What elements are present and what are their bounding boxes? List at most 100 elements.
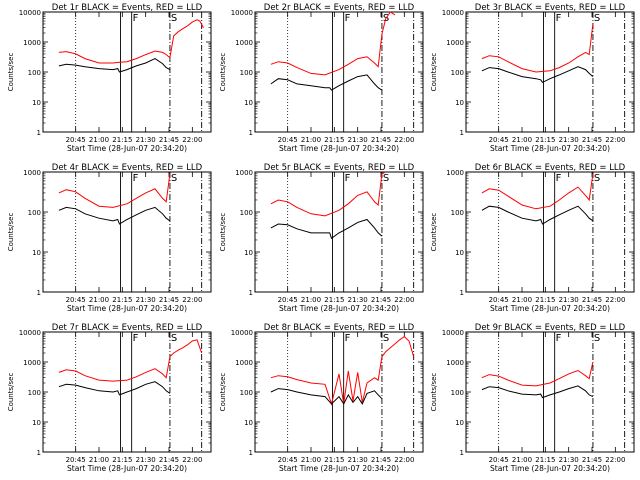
events-series-line: [270, 74, 383, 91]
x-axis-label: Start Time (28-Jun-07 20:34:20): [67, 464, 187, 473]
x-tick-label: 20:45: [278, 136, 298, 144]
x-axis-label: Start Time (28-Jun-07 20:34:20): [67, 144, 187, 153]
x-tick-label: 22:00: [182, 136, 202, 144]
chart-panel-3: Det 3r BLACK = Events, RED = LLD 1 10 100 10…: [430, 3, 635, 153]
chart-title: Det 5r BLACK = Events, RED = LLD: [264, 163, 415, 173]
events-series-line: [58, 58, 171, 73]
events-series-line: [481, 205, 594, 225]
events-series-line: [58, 381, 171, 396]
marker-label-f: F: [556, 333, 562, 344]
x-tick-label: 20:45: [66, 296, 86, 304]
y-tick-label: 1: [37, 449, 41, 457]
chart-title: Det 1r BLACK = Events, RED = LLD: [52, 3, 203, 13]
x-tick-label: 21:45: [159, 136, 179, 144]
y-tick-label: 1: [249, 289, 253, 297]
events-series-line: [270, 218, 383, 240]
lld-series-line: [270, 171, 386, 217]
y-tick-label: 1000: [23, 359, 41, 367]
y-tick-label: 10000: [19, 329, 41, 337]
chart-panel-8: Det 8r BLACK = Events, RED = LLD 1 10 100 10…: [219, 323, 424, 473]
x-tick-label: 21:30: [348, 296, 368, 304]
y-axis-label: Counts/sec: [219, 53, 227, 92]
y-axis-label: Counts/sec: [219, 213, 227, 252]
x-tick-label: 21:30: [559, 296, 579, 304]
x-tick-label: 22:00: [394, 136, 414, 144]
x-tick-label: 21:15: [535, 136, 555, 144]
plot-frame: [465, 331, 635, 453]
y-tick-label: 1: [460, 449, 464, 457]
marker-label-f: F: [345, 173, 351, 184]
events-series-line: [481, 385, 594, 399]
y-tick-label: 10000: [231, 329, 253, 337]
y-tick-label: 1: [249, 129, 253, 137]
chart-panel-1: Det 1r BLACK = Events, RED = LLD 1 10 100 10…: [7, 3, 212, 153]
x-tick-label: 22:00: [605, 136, 625, 144]
x-tick-label: 21:00: [512, 296, 532, 304]
chart-panel-4: Det 4r BLACK = Events, RED = LLD 1 10 100 10…: [7, 163, 212, 313]
x-tick-label: 21:00: [89, 296, 109, 304]
plot-frame: [254, 171, 424, 293]
lld-series-line: [481, 23, 594, 73]
y-tick-label: 10: [32, 419, 41, 427]
x-tick-label: 20:45: [278, 296, 298, 304]
x-tick-label: 22:00: [182, 296, 202, 304]
x-axis-label: Start Time (28-Jun-07 20:34:20): [279, 144, 399, 153]
x-tick-label: 21:45: [582, 136, 602, 144]
x-axis-label: Start Time (28-Jun-07 20:34:20): [490, 464, 610, 473]
events-series-line: [481, 66, 594, 84]
plot-frame: [254, 11, 424, 133]
y-axis-label: Counts/sec: [7, 373, 15, 412]
y-tick-label: 1: [249, 449, 253, 457]
x-tick-label: 22:00: [605, 296, 625, 304]
y-tick-label: 10000: [19, 9, 41, 17]
x-tick-label: 21:30: [559, 456, 579, 464]
x-tick-label: 22:00: [394, 456, 414, 464]
chart-title: Det 8r BLACK = Events, RED = LLD: [264, 323, 415, 333]
chart-title: Det 6r BLACK = Events, RED = LLD: [475, 163, 626, 173]
y-tick-label: 1000: [235, 39, 253, 47]
chart-title: Det 3r BLACK = Events, RED = LLD: [475, 3, 626, 13]
x-axis-label: Start Time (28-Jun-07 20:34:20): [490, 144, 610, 153]
x-tick-label: 21:30: [559, 136, 579, 144]
y-tick-label: 10: [32, 99, 41, 107]
y-tick-label: 1000: [23, 169, 41, 177]
x-tick-label: 21:00: [301, 456, 321, 464]
x-tick-label: 20:45: [66, 136, 86, 144]
y-axis-label: Counts/sec: [430, 53, 438, 92]
y-tick-label: 10: [244, 419, 253, 427]
y-tick-label: 10: [455, 249, 464, 257]
y-axis-label: Counts/sec: [430, 213, 438, 252]
y-tick-label: 100: [240, 209, 253, 217]
events-series-line: [270, 388, 383, 405]
chart-panel-2: Det 2r BLACK = Events, RED = LLD 1 10 100 10…: [219, 3, 424, 153]
x-tick-label: 21:45: [159, 296, 179, 304]
x-tick-label: 21:15: [112, 296, 132, 304]
x-axis-label: Start Time (28-Jun-07 20:34:20): [67, 304, 187, 313]
plot-frame: [42, 171, 212, 293]
x-tick-label: 21:30: [348, 136, 368, 144]
y-tick-label: 100: [28, 209, 41, 217]
marker-label-s: S: [171, 13, 177, 24]
x-tick-label: 21:30: [348, 456, 368, 464]
marker-label-f: F: [345, 13, 351, 24]
y-tick-label: 1000: [446, 169, 464, 177]
marker-label-s: S: [594, 173, 600, 184]
y-axis-label: Counts/sec: [430, 373, 438, 412]
x-tick-label: 21:00: [89, 456, 109, 464]
y-tick-label: 1000: [235, 169, 253, 177]
x-tick-label: 21:45: [159, 456, 179, 464]
chart-title: Det 7r BLACK = Events, RED = LLD: [52, 323, 203, 333]
marker-label-f: F: [133, 13, 139, 24]
x-tick-label: 21:15: [324, 136, 344, 144]
lld-series-line: [481, 361, 594, 387]
x-tick-label: 21:45: [371, 296, 391, 304]
chart-title: Det 2r BLACK = Events, RED = LLD: [264, 3, 415, 13]
plot-frame: [465, 171, 635, 293]
y-tick-label: 1: [37, 129, 41, 137]
y-tick-label: 100: [28, 69, 41, 77]
lld-series-line: [58, 339, 203, 382]
y-tick-label: 10000: [231, 9, 253, 17]
marker-label-f: F: [345, 333, 351, 344]
marker-label-f: F: [556, 13, 562, 24]
